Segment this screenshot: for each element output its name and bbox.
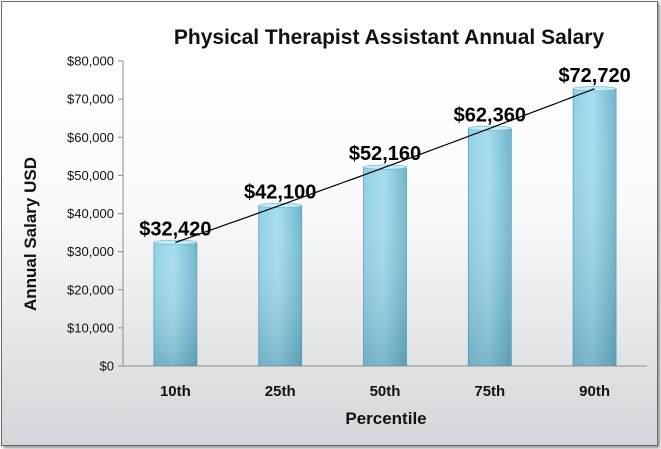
y-axis-ticks: $0 $10,000 $20,000 $30,000 $40,000 $50,000 $60… xyxy=(67,54,123,374)
axes xyxy=(122,61,647,367)
y-tick-label: $80,000 xyxy=(67,54,114,69)
y-tick-label: $70,000 xyxy=(67,92,114,107)
y-tick-label: $30,000 xyxy=(67,244,114,259)
bars xyxy=(153,86,617,367)
x-tick-label: 50th xyxy=(370,383,401,400)
y-tick-label: $50,000 xyxy=(67,168,114,183)
bar-shade xyxy=(468,128,512,366)
trendline xyxy=(175,88,595,244)
y-tick-label: $40,000 xyxy=(67,206,114,221)
data-label: $52,160 xyxy=(349,143,421,165)
x-tick-label: 75th xyxy=(474,383,505,400)
data-label: $72,720 xyxy=(558,65,630,87)
y-tick-label: $20,000 xyxy=(67,282,114,297)
x-axis-title: Percentile xyxy=(345,409,426,428)
y-tick-label: $0 xyxy=(100,359,114,374)
y-axis-title: Annual Salary USD xyxy=(21,157,40,311)
bar-shade xyxy=(153,242,197,366)
data-label: $32,420 xyxy=(139,218,211,240)
data-label: $42,100 xyxy=(244,181,316,203)
x-tick-label: 90th xyxy=(579,383,610,400)
y-tick-label: $10,000 xyxy=(67,320,114,335)
x-tick-label: 25th xyxy=(265,383,296,400)
data-labels: $32,420 $42,100 $52,160 $62,360 $72,720 xyxy=(139,65,630,241)
bar-shade xyxy=(258,205,302,366)
bar-shade xyxy=(363,167,407,366)
x-tick-label: 10th xyxy=(160,383,191,400)
chart-title: Physical Therapist Assistant Annual Sala… xyxy=(174,26,605,49)
y-tick-label: $60,000 xyxy=(67,130,114,145)
x-axis-ticks: 10th 25th 50th 75th 90th xyxy=(160,383,610,400)
bar-shade xyxy=(573,88,617,366)
data-label: $62,360 xyxy=(454,104,526,126)
